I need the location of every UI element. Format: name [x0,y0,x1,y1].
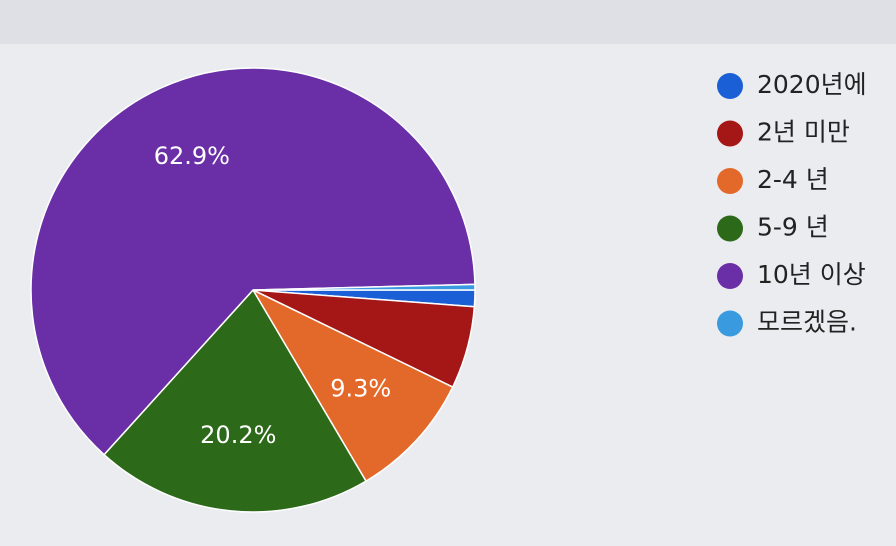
legend-label: 2-4 년 [757,165,829,194]
legend-label: 5-9 년 [757,213,829,242]
pie-slice [103,288,368,513]
data-label: 9.3% [330,374,391,402]
data-label: 20.2% [200,421,276,449]
legend-swatch [717,73,743,99]
data-label: 62.9% [154,142,230,170]
legend-swatch [717,310,743,337]
legend-swatch [717,120,743,147]
legend-label: 모르겠음. [757,308,857,337]
legend-label: 2020년에 [757,70,867,99]
top-band [0,0,896,44]
legend-swatch [717,263,743,289]
legend-swatch [717,168,743,194]
legend-label: 10년 이상 [757,260,866,289]
pie-slice [251,288,454,483]
legend-swatch [717,215,743,242]
pie-slice [252,283,476,291]
pie-slice [30,67,476,456]
legend-label: 2년 미만 [757,118,850,147]
